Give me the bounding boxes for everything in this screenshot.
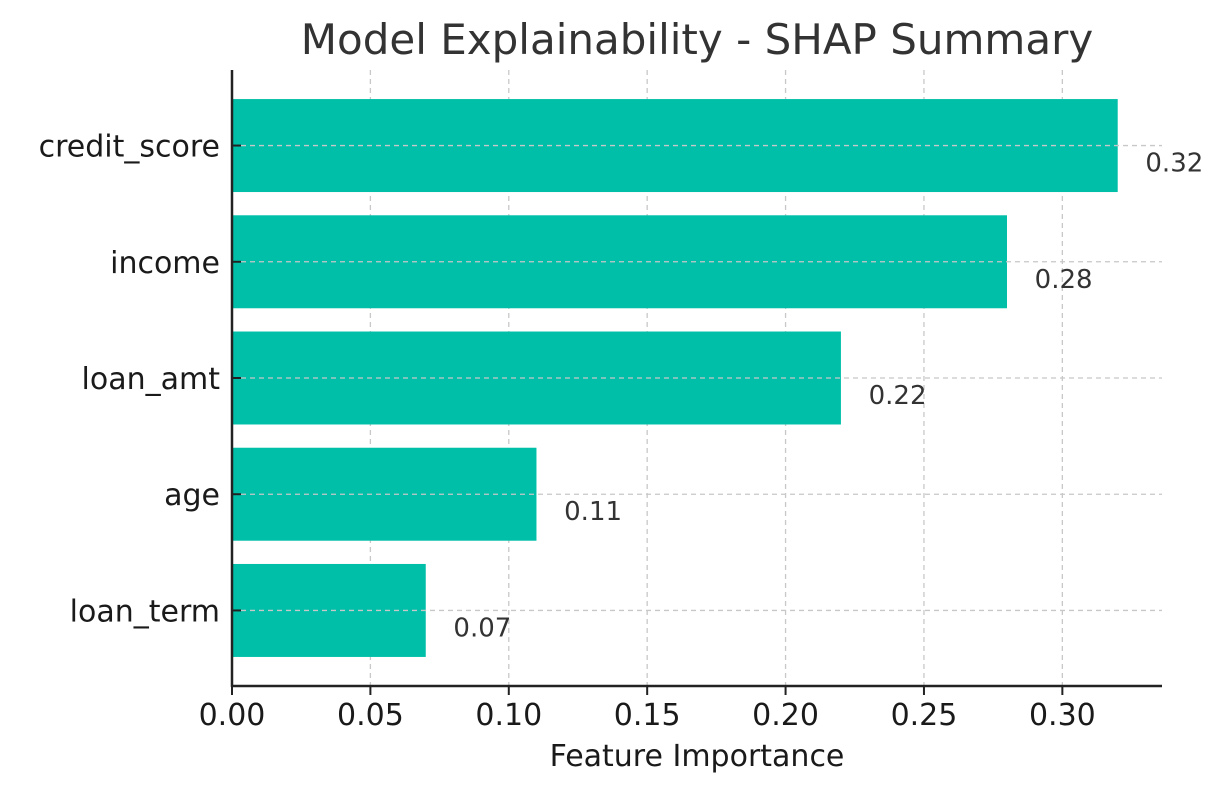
value-label: 0.28 — [1035, 265, 1093, 295]
category-label: age — [164, 478, 220, 513]
chart-title: Model Explainability - SHAP Summary — [301, 15, 1093, 64]
category-label: income — [110, 246, 220, 281]
x-tick-label: 0.05 — [337, 698, 404, 733]
x-tick-label: 0.15 — [614, 698, 681, 733]
value-labels: 0.32 0.28 0.22 0.11 0.07 — [232, 144, 1203, 643]
x-axis-title: Feature Importance — [550, 739, 845, 774]
bar-loan-term — [232, 563, 426, 657]
category-label: credit_score — [39, 130, 220, 165]
x-tick-label: 0.25 — [891, 698, 958, 733]
value-label: 0.32 — [1145, 149, 1203, 179]
category-label: loan_amt — [82, 362, 221, 397]
value-label: 0.11 — [564, 497, 622, 527]
x-tick-label: 0.30 — [1029, 698, 1096, 733]
x-tick-label: 0.10 — [475, 698, 542, 733]
x-tick-label: 0.00 — [199, 698, 266, 733]
x-axis: 0.00 0.05 0.10 0.15 0.20 0.25 0.30 — [199, 686, 1096, 733]
category-label: loan_term — [70, 594, 220, 629]
value-label: 0.22 — [869, 381, 927, 411]
value-label: 0.07 — [453, 613, 511, 643]
x-tick-label: 0.20 — [752, 698, 819, 733]
